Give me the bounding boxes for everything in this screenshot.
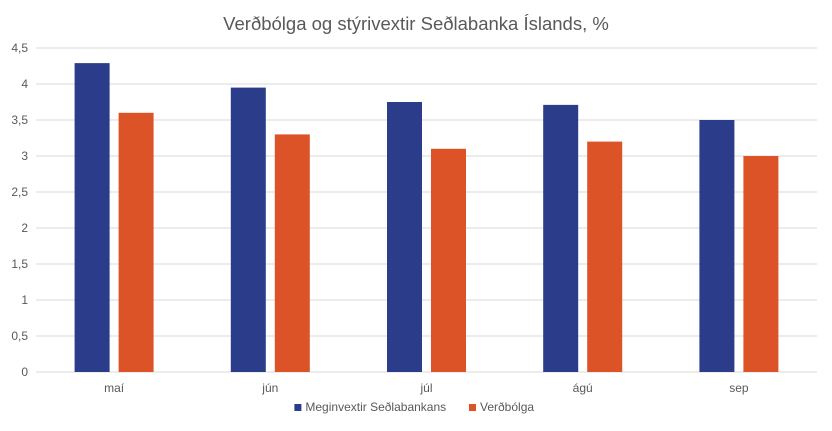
bar-meginvextir-2 — [230, 87, 266, 372]
x-tick-label: júl — [419, 381, 432, 395]
bar-verdbolga-3 — [431, 148, 466, 372]
legend-swatch-meginvextir — [294, 404, 302, 411]
gridlines — [36, 47, 817, 373]
legend: Meginvextir Seðlabankans Verðbólga — [294, 400, 534, 414]
legend-label-meginvextir: Meginvextir Seðlabankans — [305, 400, 446, 414]
y-axis-tick-labels: 0 0,5 1 1,5 2 2,5 3 3,5 4 4,5 — [11, 41, 28, 379]
x-tick-label: jún — [261, 381, 278, 395]
legend-label-verdbolga: Verðbólga — [480, 400, 534, 414]
bar-verdbolga-4 — [587, 141, 623, 372]
x-tick-label: ágú — [573, 381, 593, 395]
x-axis-tick-labels: maí jún júl ágú sep — [104, 381, 749, 395]
y-tick-label: 4,5 — [11, 41, 28, 55]
bar-meginvextir-5 — [699, 120, 735, 372]
y-tick-label: 1 — [21, 293, 28, 307]
bar-meginvextir-3 — [387, 102, 422, 372]
y-tick-label: 2 — [21, 221, 28, 235]
bar-meginvextir-4 — [543, 104, 579, 372]
y-tick-label: 3,5 — [11, 113, 28, 127]
y-tick-label: 0,5 — [11, 329, 28, 343]
legend-swatch-verdbolga — [469, 404, 476, 411]
chart-title: Verðbólga og stýrivextir Seðlabanka Ísla… — [223, 13, 609, 34]
y-tick-label: 4 — [21, 77, 28, 91]
bar-verdbolga-5 — [743, 156, 779, 372]
y-tick-label: 1,5 — [11, 257, 28, 271]
y-tick-label: 3 — [21, 149, 28, 163]
y-tick-label: 0 — [21, 365, 28, 379]
x-tick-label: maí — [104, 381, 125, 395]
x-tick-label: sep — [729, 381, 749, 395]
bar-meginvextir-1 — [74, 63, 110, 373]
bar-verdbolga-2 — [274, 134, 310, 372]
bar-verdbolga-1 — [118, 112, 154, 373]
y-tick-label: 2,5 — [11, 185, 28, 199]
bars — [74, 63, 779, 373]
